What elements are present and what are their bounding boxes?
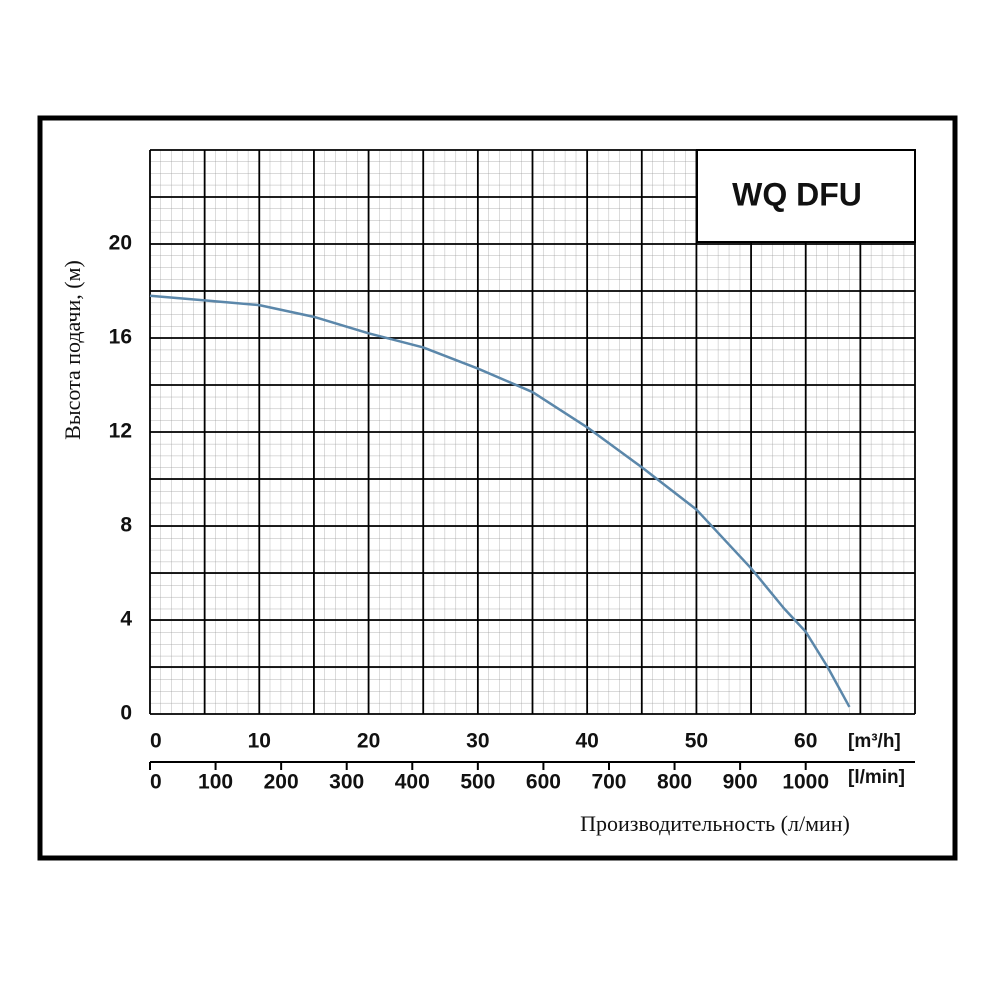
y-tick-label: 0 <box>120 702 132 725</box>
x-tick-label: 30 <box>466 730 489 753</box>
curve <box>149 294 851 708</box>
x2-tick-label: 300 <box>329 771 364 794</box>
x-tick-label: 40 <box>575 730 598 753</box>
x-tick-label: 20 <box>357 730 380 753</box>
x2-tick-label: 100 <box>198 771 233 794</box>
x2-tick-label: 900 <box>723 771 758 794</box>
y-tick-label: 12 <box>109 420 132 443</box>
y-tick-label: 16 <box>109 326 132 349</box>
x2-tick-label: 400 <box>395 771 430 794</box>
x2-tick-label: 500 <box>460 771 495 794</box>
x-axis-label: Производительность (л/мин) <box>580 811 850 836</box>
y-tick-label: 8 <box>120 514 132 537</box>
x2-tick-label: 600 <box>526 771 561 794</box>
x2-tick-label: 800 <box>657 771 692 794</box>
x-tick-label: 50 <box>685 730 708 753</box>
y-tick-label: 4 <box>120 608 132 631</box>
x2-tick-label: 1000 <box>782 771 829 794</box>
x2-unit: [l/min] <box>848 767 905 788</box>
chart-title: WQ DFU <box>732 176 862 212</box>
frame <box>37 115 958 861</box>
x-tick-label: 0 <box>150 730 162 753</box>
x2-tick-label: 0 <box>150 771 162 794</box>
x-tick-label: 60 <box>794 730 817 753</box>
y-tick-label: 20 <box>109 232 132 255</box>
title-box <box>696 149 916 243</box>
x2-tick-label: 700 <box>591 771 626 794</box>
x2-tick-label: 200 <box>264 771 299 794</box>
y-axis-label: Высота подачи, (м) <box>60 260 85 440</box>
grid <box>149 149 916 715</box>
x-tick-label: 10 <box>248 730 271 753</box>
x-unit: [m³/h] <box>848 731 901 752</box>
